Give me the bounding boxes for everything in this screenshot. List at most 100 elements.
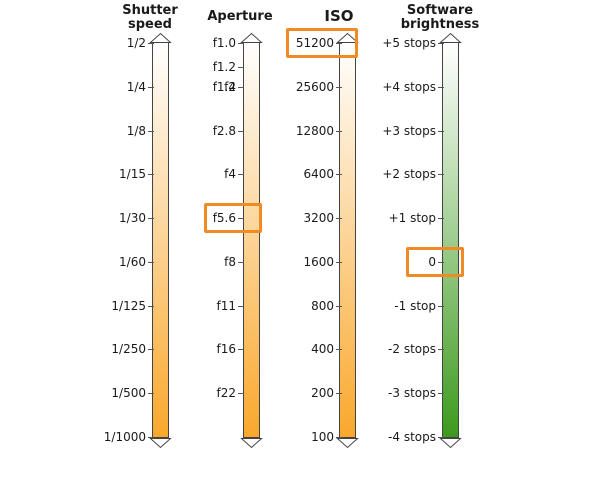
brightness-title: Software brightness — [380, 4, 500, 32]
iso-tick — [336, 306, 342, 307]
iso-label: 1600 — [303, 254, 334, 269]
aperture-tick — [238, 43, 244, 44]
brightness-label: -3 stops — [388, 386, 436, 401]
aperture-tick — [238, 262, 244, 263]
aperture-tick — [238, 393, 244, 394]
brightness-tick — [438, 218, 444, 219]
shutter-tick — [148, 43, 154, 44]
shutter-label: 1/125 — [111, 298, 146, 313]
aperture-label: f1.2 — [212, 60, 236, 74]
iso-label: 400 — [311, 342, 334, 357]
brightness-tick — [438, 393, 444, 394]
shutter-label: 1/500 — [111, 386, 146, 401]
iso-title-line: ISO — [324, 7, 354, 25]
brightness-tick — [438, 131, 444, 132]
aperture-highlight-box — [204, 203, 262, 233]
iso-title: ISO — [279, 7, 399, 25]
brightness-tick — [438, 43, 444, 44]
iso-label: 25600 — [295, 79, 334, 94]
arrow-up-icon — [240, 32, 263, 43]
shutter-label: 1/60 — [119, 254, 146, 269]
shutter-tick — [148, 87, 154, 88]
iso-tick — [336, 131, 342, 132]
brightness-tick — [438, 437, 444, 438]
shutter-label: 1/30 — [119, 211, 146, 226]
iso-label: 100 — [311, 430, 334, 444]
brightness-label: +4 stops — [382, 79, 436, 94]
brightness-tick — [438, 87, 444, 88]
aperture-label: f1.4 — [212, 80, 236, 94]
brightness-label: -4 stops — [388, 430, 436, 444]
brightness-label: -2 stops — [388, 342, 436, 357]
shutter-tick — [148, 174, 154, 175]
arrow-down-icon — [149, 438, 172, 449]
brightness-highlight-box — [406, 247, 464, 277]
brightness-label: +1 stop — [388, 211, 436, 226]
brightness-tick — [438, 174, 444, 175]
shutter-tick — [148, 262, 154, 263]
aperture-label: f8 — [224, 254, 236, 269]
iso-tick — [336, 437, 342, 438]
brightness-tick — [438, 306, 444, 307]
aperture-label: f16 — [216, 342, 237, 357]
brightness-label: -1 stop — [394, 298, 436, 313]
aperture-label: f2 — [224, 79, 236, 94]
shutter-tick — [148, 393, 154, 394]
aperture-label: f1.0 — [212, 36, 236, 50]
shutter-label: 1/250 — [111, 342, 146, 357]
iso-tick — [336, 262, 342, 263]
iso-label: 200 — [311, 386, 334, 401]
aperture-label: f11 — [216, 298, 237, 313]
iso-tick — [336, 174, 342, 175]
iso-tick — [336, 393, 342, 394]
iso-tick — [336, 43, 342, 44]
arrow-up-icon — [149, 32, 172, 43]
aperture-label: f4 — [224, 167, 236, 182]
aperture-tick — [238, 67, 244, 68]
iso-label: 12800 — [295, 123, 334, 138]
shutter-label: 1/15 — [119, 167, 146, 182]
brightness-title-line: brightness — [400, 17, 480, 32]
arrow-up-icon — [336, 32, 359, 43]
brightness-label: +5 stops — [382, 36, 436, 50]
shutter-label: 1/2 — [126, 36, 146, 50]
shutter-tick — [148, 131, 154, 132]
brightness-label: 0 — [428, 254, 436, 269]
brightness-tick — [438, 262, 444, 263]
aperture-title: Aperture — [180, 10, 300, 24]
iso-label: 51200 — [295, 36, 334, 50]
brightness-gradient-bar — [442, 42, 459, 438]
aperture-tick — [238, 174, 244, 175]
aperture-label: f22 — [216, 386, 237, 401]
iso-tick — [336, 87, 342, 88]
aperture-label: f5.6 — [212, 211, 236, 226]
iso-tick — [336, 349, 342, 350]
iso-highlight-box — [286, 28, 358, 58]
shutter-label: 1/1000 — [103, 430, 146, 444]
arrow-down-icon — [439, 438, 462, 449]
aperture-tick — [238, 349, 244, 350]
shutter-label: 1/4 — [126, 79, 146, 94]
iso-label: 6400 — [303, 167, 334, 182]
shutter-tick — [148, 437, 154, 438]
iso-tick — [336, 218, 342, 219]
brightness-label: +3 stops — [382, 123, 436, 138]
shutter-tick — [148, 218, 154, 219]
aperture-label: f2.8 — [212, 123, 236, 138]
aperture-tick — [238, 218, 244, 219]
arrow-down-icon — [240, 438, 263, 449]
brightness-title-line: Software — [406, 3, 474, 18]
shutter-title-line: Shutter — [122, 3, 178, 18]
shutter-title-line: speed — [128, 17, 172, 32]
aperture-tick — [238, 131, 244, 132]
iso-label: 3200 — [303, 211, 334, 226]
shutter-tick — [148, 349, 154, 350]
brightness-label: +2 stops — [382, 167, 436, 182]
shutter-label: 1/8 — [126, 123, 146, 138]
iso-label: 800 — [311, 298, 334, 313]
aperture-title-line: Aperture — [207, 9, 273, 24]
aperture-tick — [238, 87, 244, 88]
